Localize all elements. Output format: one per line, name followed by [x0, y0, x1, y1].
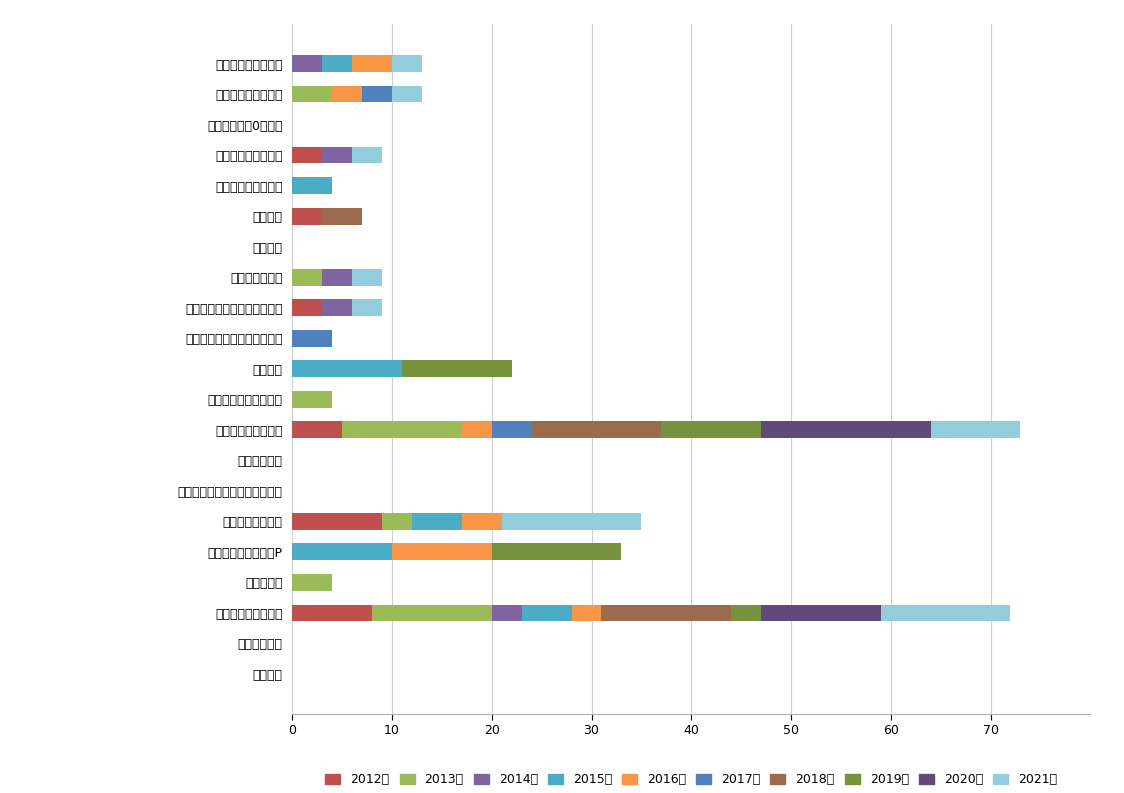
Bar	[392, 86, 422, 102]
Bar	[382, 513, 411, 530]
Bar	[292, 299, 323, 316]
Bar	[392, 543, 492, 561]
Bar	[323, 299, 352, 316]
Bar	[731, 604, 761, 621]
Bar	[761, 604, 881, 621]
Bar	[342, 421, 462, 439]
Bar	[601, 604, 731, 621]
Bar	[333, 86, 362, 102]
Bar	[292, 208, 323, 224]
Bar	[392, 56, 422, 72]
Bar	[462, 421, 492, 439]
Bar	[572, 604, 601, 621]
Bar	[411, 513, 462, 530]
Bar	[292, 574, 333, 591]
Bar	[522, 604, 572, 621]
Bar	[352, 299, 382, 316]
Bar	[323, 269, 352, 285]
Bar	[292, 604, 372, 621]
Bar	[402, 360, 511, 377]
Bar	[352, 56, 392, 72]
Bar	[323, 56, 352, 72]
Bar	[372, 604, 492, 621]
Bar	[931, 421, 1021, 439]
Bar	[292, 330, 333, 347]
Bar	[352, 147, 382, 163]
Bar	[661, 421, 761, 439]
Bar	[323, 147, 352, 163]
Bar	[352, 269, 382, 285]
Bar	[492, 604, 522, 621]
Bar	[292, 421, 342, 439]
Bar	[292, 56, 323, 72]
Bar	[292, 543, 392, 561]
Bar	[362, 86, 392, 102]
Bar	[881, 604, 1010, 621]
Bar	[323, 208, 362, 224]
Bar	[532, 421, 661, 439]
Bar	[761, 421, 931, 439]
Bar	[492, 543, 622, 561]
Bar	[292, 513, 382, 530]
Legend: 2012年, 2013年, 2014年, 2015年, 2016年, 2017年, 2018年, 2019年, 2020年, 2021年: 2012年, 2013年, 2014年, 2015年, 2016年, 2017年…	[320, 768, 1062, 791]
Bar	[292, 269, 323, 285]
Bar	[292, 86, 333, 102]
Bar	[292, 147, 323, 163]
Bar	[462, 513, 501, 530]
Bar	[501, 513, 642, 530]
Bar	[292, 360, 402, 377]
Bar	[292, 177, 333, 194]
Bar	[492, 421, 532, 439]
Bar	[292, 391, 333, 408]
